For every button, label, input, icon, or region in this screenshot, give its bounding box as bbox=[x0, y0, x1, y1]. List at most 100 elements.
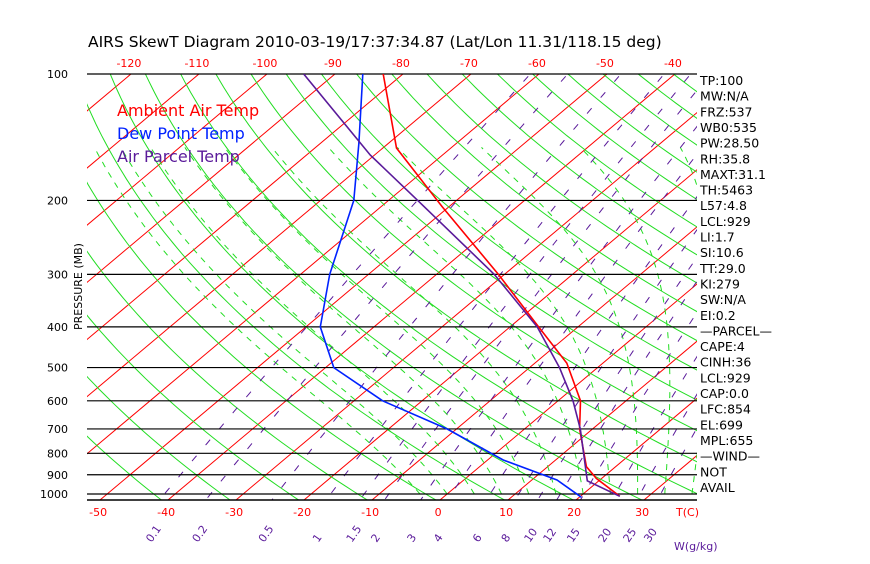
pressure-tick-label: 400 bbox=[47, 321, 68, 334]
bottom-temp-tick-label: -50 bbox=[89, 506, 107, 519]
y-axis-label: PRESSURE (MB) bbox=[72, 243, 85, 330]
stat-item: SW:N/A bbox=[700, 292, 746, 307]
stat-item: PW:28.50 bbox=[700, 136, 759, 151]
mixing-ratio-tick-label: 2 bbox=[368, 532, 383, 545]
mixing-ratio-tick-label: 20 bbox=[596, 526, 615, 545]
stat-item: LI:1.7 bbox=[700, 230, 735, 245]
stat-item: EI:0.2 bbox=[700, 308, 736, 323]
dry-adiabat-line bbox=[479, 55, 870, 505]
dry-adiabat-line bbox=[342, 55, 870, 505]
mixing-ratio-tick-label: 15 bbox=[564, 526, 583, 545]
mixing-ratio-tick-label: 0.2 bbox=[190, 523, 211, 545]
bottom-temp-tick-label: 0 bbox=[435, 506, 442, 519]
stat-item: MPL:655 bbox=[700, 433, 753, 448]
stat-item: CAP:0.0 bbox=[700, 386, 749, 401]
stat-item: WB0:535 bbox=[700, 120, 757, 135]
chart-title: AIRS SkewT Diagram 2010-03-19/17:37:34.8… bbox=[88, 33, 662, 51]
mixing-ratio-tick-label: 0.1 bbox=[143, 523, 164, 545]
dry-adiabat-line bbox=[0, 55, 306, 505]
mixing-ratio-tick-label: 12 bbox=[541, 526, 560, 545]
dry-adiabat-line bbox=[0, 55, 237, 505]
stat-item: CINH:36 bbox=[700, 355, 751, 370]
stat-item: —PARCEL— bbox=[700, 323, 772, 338]
dry-adiabat-line bbox=[444, 55, 870, 505]
pressure-tick-label: 800 bbox=[47, 447, 68, 460]
stat-item: RH:35.8 bbox=[700, 151, 750, 166]
isotherm-line bbox=[435, 55, 870, 505]
mixing-ratio-tick-label: 1 bbox=[310, 532, 325, 545]
stat-item: KI:279 bbox=[700, 276, 740, 291]
mixing-ratio-tick-label: 8 bbox=[499, 532, 514, 545]
dry-adiabat-line bbox=[649, 55, 870, 505]
pressure-tick-label: 500 bbox=[47, 362, 68, 375]
mixing-ratio-tick-label: 10 bbox=[522, 526, 541, 545]
bottom-temp-tick-label: 10 bbox=[499, 506, 513, 519]
pressure-tick-label: 600 bbox=[47, 395, 68, 408]
stat-item: CAPE:4 bbox=[700, 339, 745, 354]
mixing-ratio-line bbox=[357, 76, 689, 504]
dry-adiabat-line bbox=[35, 55, 444, 505]
top-temp-tick-label: -80 bbox=[392, 57, 410, 70]
mixing-ratio-tick-label: 6 bbox=[470, 532, 485, 545]
top-temp-tick-label: -110 bbox=[184, 57, 209, 70]
isotherm-line bbox=[95, 55, 630, 505]
stat-item: MW:N/A bbox=[700, 89, 749, 104]
isotherm-line bbox=[27, 55, 562, 505]
legend-ambient: Ambient Air Temp bbox=[117, 101, 259, 120]
moist-adiabat-line bbox=[397, 147, 610, 494]
bottom-temp-tick-label: -40 bbox=[157, 506, 175, 519]
mixing-ratio-line bbox=[554, 76, 842, 504]
mixing-ratio-tick-label: 1.5 bbox=[344, 523, 365, 545]
stat-item: L57:4.8 bbox=[700, 198, 747, 213]
pressure-tick-label: 900 bbox=[47, 469, 68, 482]
stats-panel: TP:100MW:N/AFRZ:537WB0:535PW:28.50RH:35.… bbox=[699, 73, 772, 495]
profiles bbox=[304, 74, 620, 497]
top-temp-tick-label: -70 bbox=[460, 57, 478, 70]
mixing-ratio-line bbox=[381, 76, 708, 504]
mixing-ratio-line bbox=[655, 76, 870, 504]
dry-adiabat-line bbox=[376, 55, 870, 505]
stat-item: MAXT:31.1 bbox=[700, 167, 766, 182]
top-temp-tick-label: -50 bbox=[596, 57, 614, 70]
mixing-ratio-tick-label: 0.5 bbox=[256, 523, 277, 545]
isotherm-line bbox=[775, 55, 870, 505]
stat-item: TP:100 bbox=[699, 73, 743, 88]
bottom-temp-tick-label: -30 bbox=[225, 506, 243, 519]
pressure-tick-label: 100 bbox=[47, 68, 68, 81]
moist-adiabat-line bbox=[482, 147, 638, 494]
bottom-temp-tick-label: 30 bbox=[635, 506, 649, 519]
bottom-temp-tick-label: 20 bbox=[567, 506, 581, 519]
mixing-ratio-tick-label: 4 bbox=[431, 532, 446, 545]
moist-adiabat-line bbox=[121, 147, 447, 494]
stat-item: EL:699 bbox=[700, 417, 743, 432]
stat-item: NOT bbox=[700, 464, 727, 479]
pressure-tick-label: 200 bbox=[47, 194, 68, 207]
stat-item: LFC:854 bbox=[700, 402, 751, 417]
stat-item: FRZ:537 bbox=[700, 104, 753, 119]
stat-item: LCL:929 bbox=[700, 370, 751, 385]
moist-adiabat-line bbox=[328, 147, 583, 494]
ambient-temp-line bbox=[383, 74, 620, 496]
parcel-temp-line bbox=[304, 74, 620, 496]
stat-item: TT:29.0 bbox=[699, 261, 746, 276]
top-temp-tick-label: -60 bbox=[528, 57, 546, 70]
x-axis-label: T(C) bbox=[675, 506, 699, 519]
top-temp-tick-label: -90 bbox=[324, 57, 342, 70]
stat-item: AVAIL bbox=[700, 480, 735, 495]
pressure-tick-label: 300 bbox=[47, 268, 68, 281]
stat-item: LCL:929 bbox=[700, 214, 751, 229]
stat-item: TH:5463 bbox=[699, 183, 753, 198]
isotherm-line bbox=[0, 55, 18, 505]
mixing-ratio-tick-label: 3 bbox=[405, 532, 420, 545]
mixing-ratio-tick-label: 25 bbox=[621, 526, 640, 545]
pressure-tick-label: 1000 bbox=[40, 488, 68, 501]
bottom-temp-tick-label: -20 bbox=[293, 506, 311, 519]
top-temp-tick-label: -40 bbox=[664, 57, 682, 70]
dry-adiabat-line bbox=[752, 55, 870, 505]
pressure-tick-label: 700 bbox=[47, 423, 68, 436]
stat-item: —WIND— bbox=[700, 449, 760, 464]
top-temp-tick-label: -100 bbox=[252, 57, 277, 70]
isotherm-line bbox=[163, 55, 698, 505]
dry-adiabat-line bbox=[274, 55, 870, 505]
dry-adiabat-line bbox=[410, 55, 870, 505]
